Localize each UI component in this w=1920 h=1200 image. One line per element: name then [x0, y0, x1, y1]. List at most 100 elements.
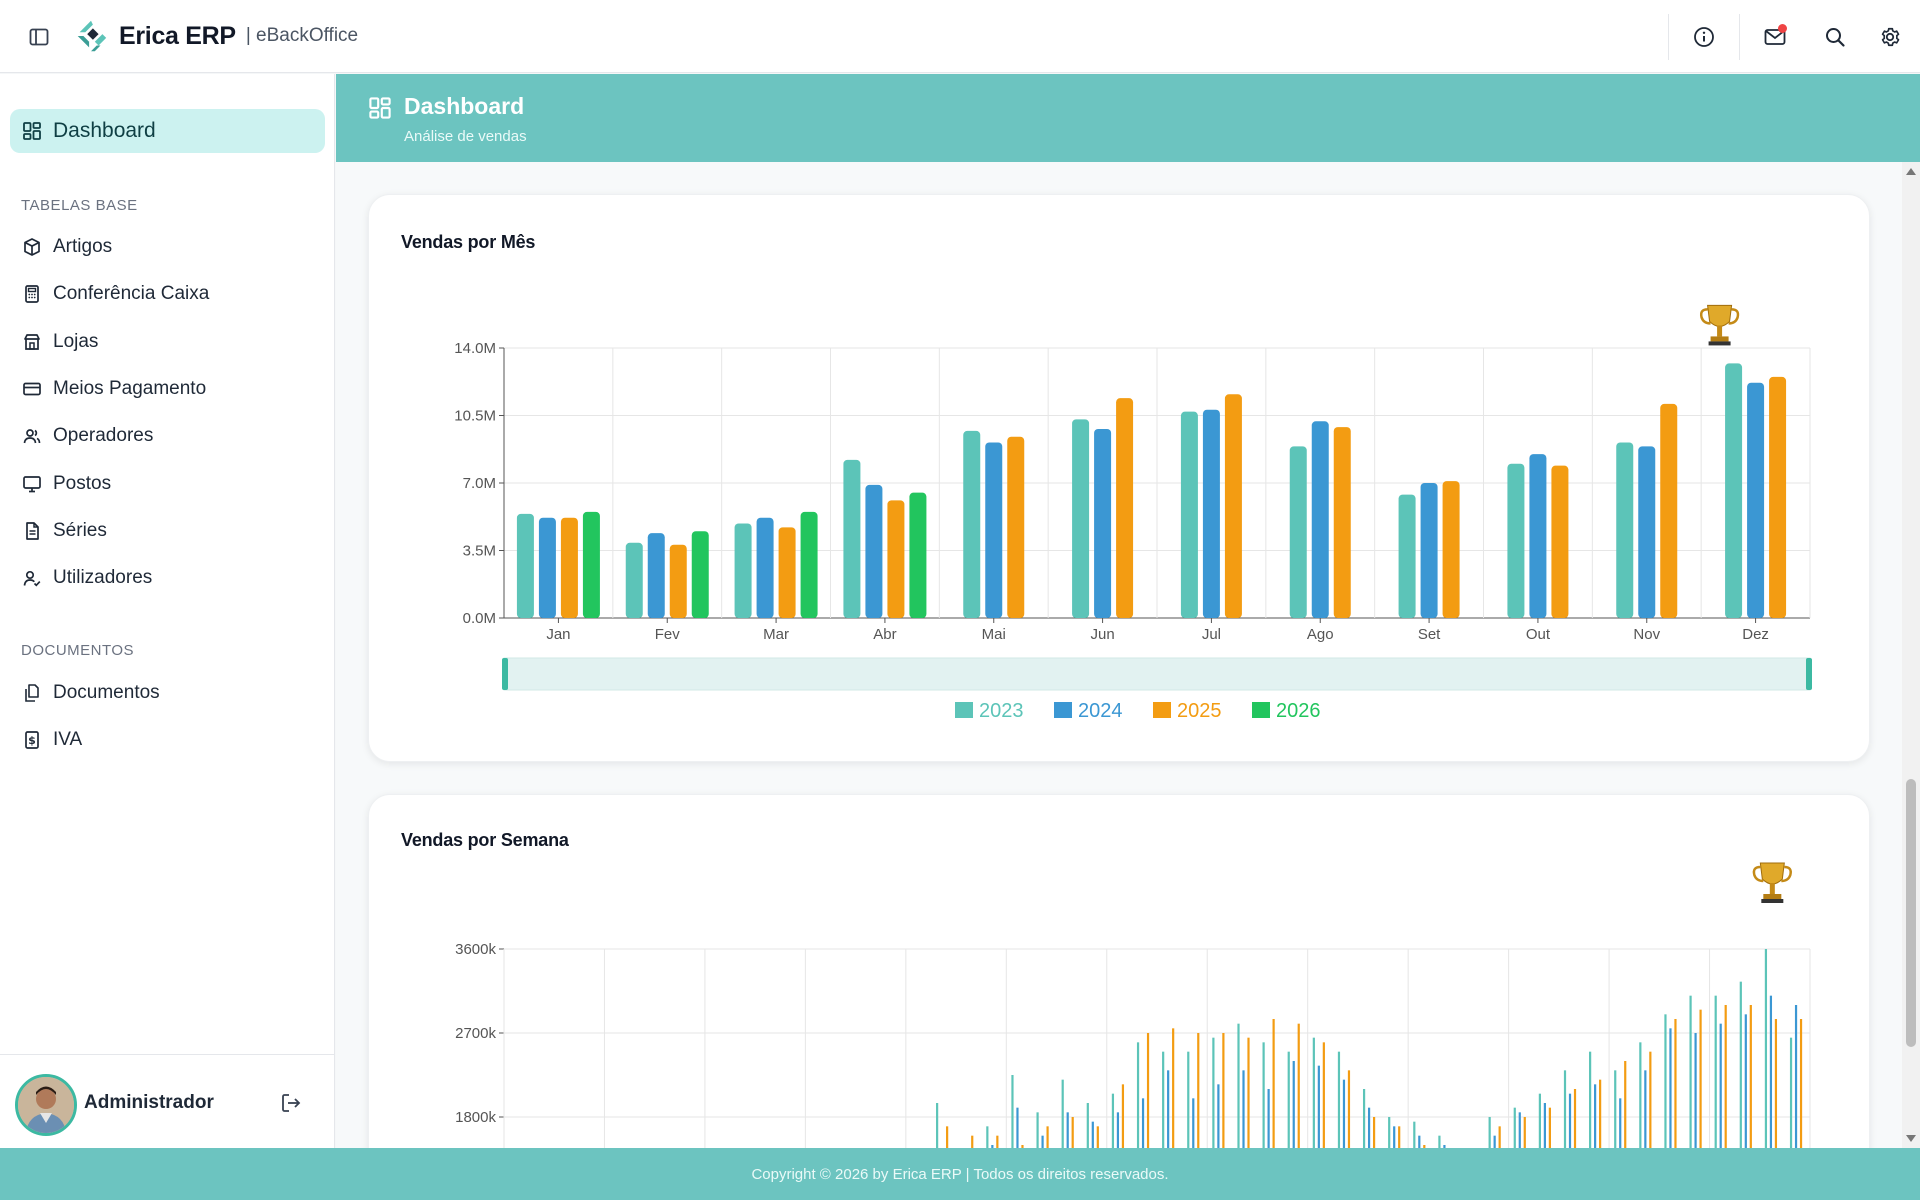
bar-2023-Mar[interactable]	[734, 523, 752, 619]
bar-2024-week-38[interactable]	[1443, 1145, 1446, 1148]
bar-2023-Jun[interactable]	[1072, 419, 1090, 618]
bar-2025-week-35[interactable]	[1372, 1117, 1376, 1148]
bar-2025-week-21[interactable]	[1021, 1145, 1024, 1148]
bar-2024-week-26[interactable]	[1141, 1098, 1145, 1148]
bar-2025-week-49[interactable]	[1724, 1005, 1727, 1148]
bar-2025-week-20[interactable]	[996, 1135, 999, 1148]
bar-2025-week-18[interactable]	[946, 1126, 949, 1148]
bar-2024-Mai[interactable]	[985, 442, 1003, 619]
bar-2024-week-28[interactable]	[1192, 1098, 1195, 1148]
logout-icon[interactable]	[280, 1092, 302, 1114]
bar-2024-week-42[interactable]	[1543, 1103, 1546, 1148]
bar-2025-week-19[interactable]	[971, 1135, 974, 1148]
bar-2023-week-42[interactable]	[1538, 1093, 1541, 1148]
bar-2023-week-22[interactable]	[1036, 1112, 1039, 1148]
bar-2025-week-50[interactable]	[1749, 1005, 1752, 1148]
bar-2025-Jun[interactable]	[1116, 398, 1134, 618]
bar-2025-Jan[interactable]	[560, 517, 578, 618]
bar-2024-Out[interactable]	[1529, 454, 1547, 618]
bar-2024-Jun[interactable]	[1094, 429, 1112, 618]
bar-2024-week-37[interactable]	[1418, 1135, 1421, 1148]
bar-2024-week-48[interactable]	[1694, 1033, 1697, 1148]
bar-2024-week-31[interactable]	[1267, 1089, 1270, 1148]
scroll-up-arrow[interactable]	[1906, 168, 1916, 175]
bar-2023-week-40[interactable]	[1488, 1117, 1491, 1148]
bar-2024-week-36[interactable]	[1393, 1126, 1396, 1148]
bar-2024-week-25[interactable]	[1116, 1112, 1120, 1148]
bar-2024-week-32[interactable]	[1292, 1061, 1295, 1148]
weekly-sales-chart[interactable]: 3600k 2700k 1800k	[369, 795, 1871, 1148]
bar-2025-week-33[interactable]	[1322, 1042, 1325, 1148]
bar-2024-week-22[interactable]	[1041, 1135, 1044, 1148]
brand[interactable]: Erica ERP | eBackOffice	[72, 17, 358, 55]
bar-2023-week-32[interactable]	[1287, 1051, 1290, 1148]
bar-2024-Jan[interactable]	[538, 517, 556, 618]
bar-2023-week-18[interactable]	[936, 1103, 939, 1148]
bar-2024-Ago[interactable]	[1311, 421, 1329, 618]
bar-2023-Nov[interactable]	[1616, 442, 1634, 619]
bar-2024-week-35[interactable]	[1367, 1107, 1371, 1148]
bar-2023-week-50[interactable]	[1739, 981, 1742, 1148]
bar-2026-Fev[interactable]	[691, 531, 709, 618]
sidebar-item-dashboard[interactable]: Dashboard	[10, 109, 325, 153]
bar-2023-Jan[interactable]	[516, 513, 534, 618]
bar-2024-week-47[interactable]	[1669, 1028, 1672, 1148]
bar-2023-week-25[interactable]	[1111, 1093, 1115, 1148]
bar-2023-week-45[interactable]	[1614, 1070, 1617, 1148]
bar-2023-week-34[interactable]	[1337, 1051, 1341, 1148]
bar-2024-week-50[interactable]	[1744, 1014, 1747, 1148]
zoom-slider-handle-left[interactable]	[502, 658, 508, 690]
bar-2024-week-27[interactable]	[1167, 1070, 1170, 1148]
scrollbar[interactable]	[1902, 162, 1920, 1148]
bar-2025-Mar[interactable]	[778, 527, 796, 618]
sidebar-item-artigos[interactable]: Artigos	[10, 225, 325, 269]
bar-2023-week-26[interactable]	[1136, 1042, 1140, 1148]
bar-2025-week-27[interactable]	[1172, 1028, 1175, 1148]
bar-2025-week-45[interactable]	[1624, 1061, 1627, 1148]
bar-2024-week-40[interactable]	[1493, 1135, 1496, 1148]
legend-item-2023[interactable]: 2023	[955, 700, 1024, 722]
bar-2023-week-24[interactable]	[1086, 1103, 1089, 1148]
sidebar-item-documentos[interactable]: Documentos	[10, 671, 325, 715]
bar-2025-Abr[interactable]	[887, 500, 905, 618]
bar-2025-Set[interactable]	[1442, 481, 1460, 618]
bar-2025-Dez[interactable]	[1769, 376, 1787, 618]
bar-2023-week-51[interactable]	[1764, 949, 1768, 1148]
bar-2024-week-46[interactable]	[1644, 1070, 1647, 1148]
bar-2025-week-47[interactable]	[1674, 1019, 1677, 1148]
avatar[interactable]	[15, 1074, 77, 1136]
bar-2026-Mar[interactable]	[800, 511, 818, 618]
bar-2023-week-33[interactable]	[1312, 1037, 1315, 1148]
zoom-slider-handle-right[interactable]	[1806, 658, 1812, 690]
bar-2025-week-29[interactable]	[1222, 1033, 1225, 1148]
sidebar-item-meios-pagamento[interactable]: Meios Pagamento	[10, 367, 325, 411]
bar-2023-week-27[interactable]	[1162, 1051, 1165, 1148]
bar-2025-week-22[interactable]	[1046, 1126, 1049, 1148]
sidebar-toggle-icon[interactable]	[26, 24, 52, 50]
bar-2025-week-46[interactable]	[1649, 1051, 1652, 1148]
bar-2024-week-33[interactable]	[1317, 1065, 1320, 1148]
bar-2024-Fev[interactable]	[647, 533, 665, 618]
scrollbar-thumb[interactable]	[1906, 779, 1916, 1047]
bar-2025-Ago[interactable]	[1333, 427, 1351, 618]
bar-2024-week-51[interactable]	[1769, 995, 1773, 1148]
bar-2026-Jan[interactable]	[582, 511, 600, 618]
bar-2024-week-49[interactable]	[1719, 1023, 1722, 1148]
bar-2025-week-42[interactable]	[1548, 1107, 1551, 1148]
bar-2025-week-23[interactable]	[1071, 1117, 1074, 1148]
bar-2025-week-25[interactable]	[1121, 1084, 1125, 1148]
zoom-slider-track[interactable]	[503, 657, 1811, 691]
bar-2025-week-41[interactable]	[1523, 1117, 1526, 1148]
bar-2023-week-21[interactable]	[1011, 1075, 1014, 1148]
monthly-sales-chart[interactable]: 0.0M 3.5M 7.0M 10.5M 14.0M Jan Fev Mar Abr Mai Jun…	[369, 195, 1871, 763]
bar-2024-Abr[interactable]	[865, 484, 883, 618]
bar-2024-Dez[interactable]	[1747, 382, 1765, 618]
bar-2024-Set[interactable]	[1420, 483, 1438, 618]
bar-2024-Nov[interactable]	[1638, 446, 1656, 618]
bar-2025-Mai[interactable]	[1007, 436, 1025, 618]
bar-2023-week-28[interactable]	[1187, 1051, 1190, 1148]
bar-2025-week-36[interactable]	[1398, 1126, 1401, 1148]
bar-2024-week-23[interactable]	[1066, 1112, 1069, 1148]
bar-2025-Jul[interactable]	[1224, 394, 1242, 618]
bar-2025-Out[interactable]	[1551, 465, 1569, 618]
